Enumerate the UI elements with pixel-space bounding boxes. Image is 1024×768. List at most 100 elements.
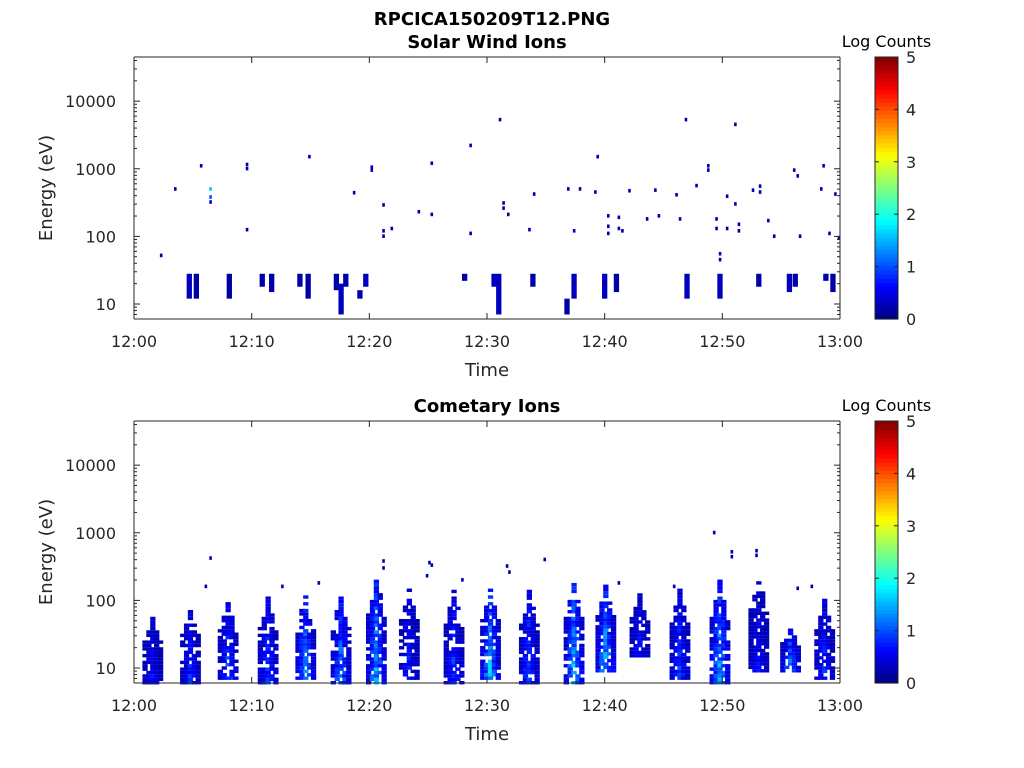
burst-cell (265, 643, 271, 648)
burst-cell (491, 625, 498, 630)
burst-cell (677, 649, 683, 653)
burst-cell (825, 625, 832, 630)
burst-cell (825, 666, 832, 670)
cell (675, 192, 678, 197)
burst-cell (377, 647, 383, 651)
burst-cell (495, 662, 501, 667)
burst-cell (221, 639, 227, 643)
burst-cell (491, 605, 498, 609)
burst-cell (480, 639, 486, 643)
burst-cell (369, 660, 376, 665)
cell (758, 190, 762, 194)
burst-cell (191, 657, 198, 661)
burst-cell (295, 639, 301, 643)
burst-cell (526, 616, 533, 621)
burst-cell (369, 643, 376, 648)
burst-cell (526, 623, 533, 627)
burst-cell (487, 639, 494, 643)
burst-cell (571, 599, 577, 604)
colorbar-tick-label: 0 (906, 310, 916, 329)
cell (695, 183, 698, 188)
burst-cell (607, 665, 613, 670)
burst-cell (522, 670, 529, 675)
burst-cell (526, 647, 533, 651)
burst-cell (579, 623, 585, 627)
burst-cell (307, 652, 313, 657)
burst-cell (677, 619, 683, 623)
burst-cell (717, 660, 723, 665)
burst-cell (459, 660, 465, 665)
burst-cell (480, 629, 486, 633)
y-tick-label: 10 (96, 659, 116, 678)
x-tick-label: 13:00 (817, 332, 863, 351)
burst-cell (221, 615, 227, 620)
burst-cell (763, 665, 770, 670)
burst-cell (261, 643, 267, 648)
burst-cell (183, 653, 190, 658)
burst-cell (180, 670, 186, 675)
burst-cell (261, 653, 267, 658)
burst-cell (669, 646, 675, 650)
burst-cell (709, 620, 715, 624)
burst-cell (410, 622, 416, 626)
burst-cell (217, 669, 224, 674)
burst-cell (825, 629, 832, 633)
burst-cell (406, 612, 412, 616)
burst-cell (607, 652, 613, 656)
burst-cell (595, 665, 601, 670)
burst-cell (522, 630, 529, 634)
burst-cell (518, 660, 525, 665)
burst-cell (334, 677, 340, 682)
burst-cell (818, 632, 824, 636)
burst-cell (157, 670, 164, 675)
burst-cell (381, 630, 387, 634)
burst-cell (217, 673, 224, 677)
burst-cell (599, 608, 605, 612)
burst-cell (822, 639, 828, 643)
burst-cell (273, 670, 279, 675)
burst-cell (681, 615, 687, 620)
cell (209, 187, 212, 191)
burst-cell (451, 603, 457, 607)
burst-cell (641, 630, 647, 634)
burst-cell (685, 625, 691, 630)
burst-cell (780, 655, 786, 659)
burst-cell (563, 674, 569, 678)
burst-cell (669, 666, 675, 670)
burst-cell (603, 594, 609, 599)
burst-cell (763, 638, 770, 643)
burst-cell (310, 673, 317, 677)
burst-cell (217, 642, 224, 647)
burst-cell (721, 623, 727, 627)
burst-cell (365, 616, 372, 621)
burst-cell (822, 652, 828, 657)
burst-cell (752, 655, 758, 659)
burst-cell (443, 674, 449, 678)
burst-cell (261, 670, 267, 675)
burst-cell (575, 653, 581, 658)
burst-cell (451, 664, 457, 668)
burst-cell (522, 677, 529, 682)
burst-cell (257, 633, 264, 638)
colorbar-step (875, 233, 898, 238)
burst-cell (338, 647, 344, 651)
burst-cell (150, 630, 156, 634)
burst-cell (669, 656, 675, 660)
burst-cell (610, 621, 617, 626)
burst-cell (491, 612, 498, 616)
burst-cell (303, 615, 309, 620)
burst-cell (487, 659, 494, 663)
burst-cell (451, 626, 457, 631)
burst-cell (365, 670, 372, 675)
burst-cell (180, 674, 186, 678)
burst-cell (229, 619, 235, 623)
burst-cell (575, 664, 581, 668)
burst-cell (342, 677, 348, 682)
burst-cell (150, 650, 156, 654)
burst-cell (818, 639, 824, 643)
x-axis-label: Time (464, 724, 509, 745)
cell (657, 214, 661, 218)
cell (382, 234, 385, 238)
burst-cell (154, 653, 160, 658)
